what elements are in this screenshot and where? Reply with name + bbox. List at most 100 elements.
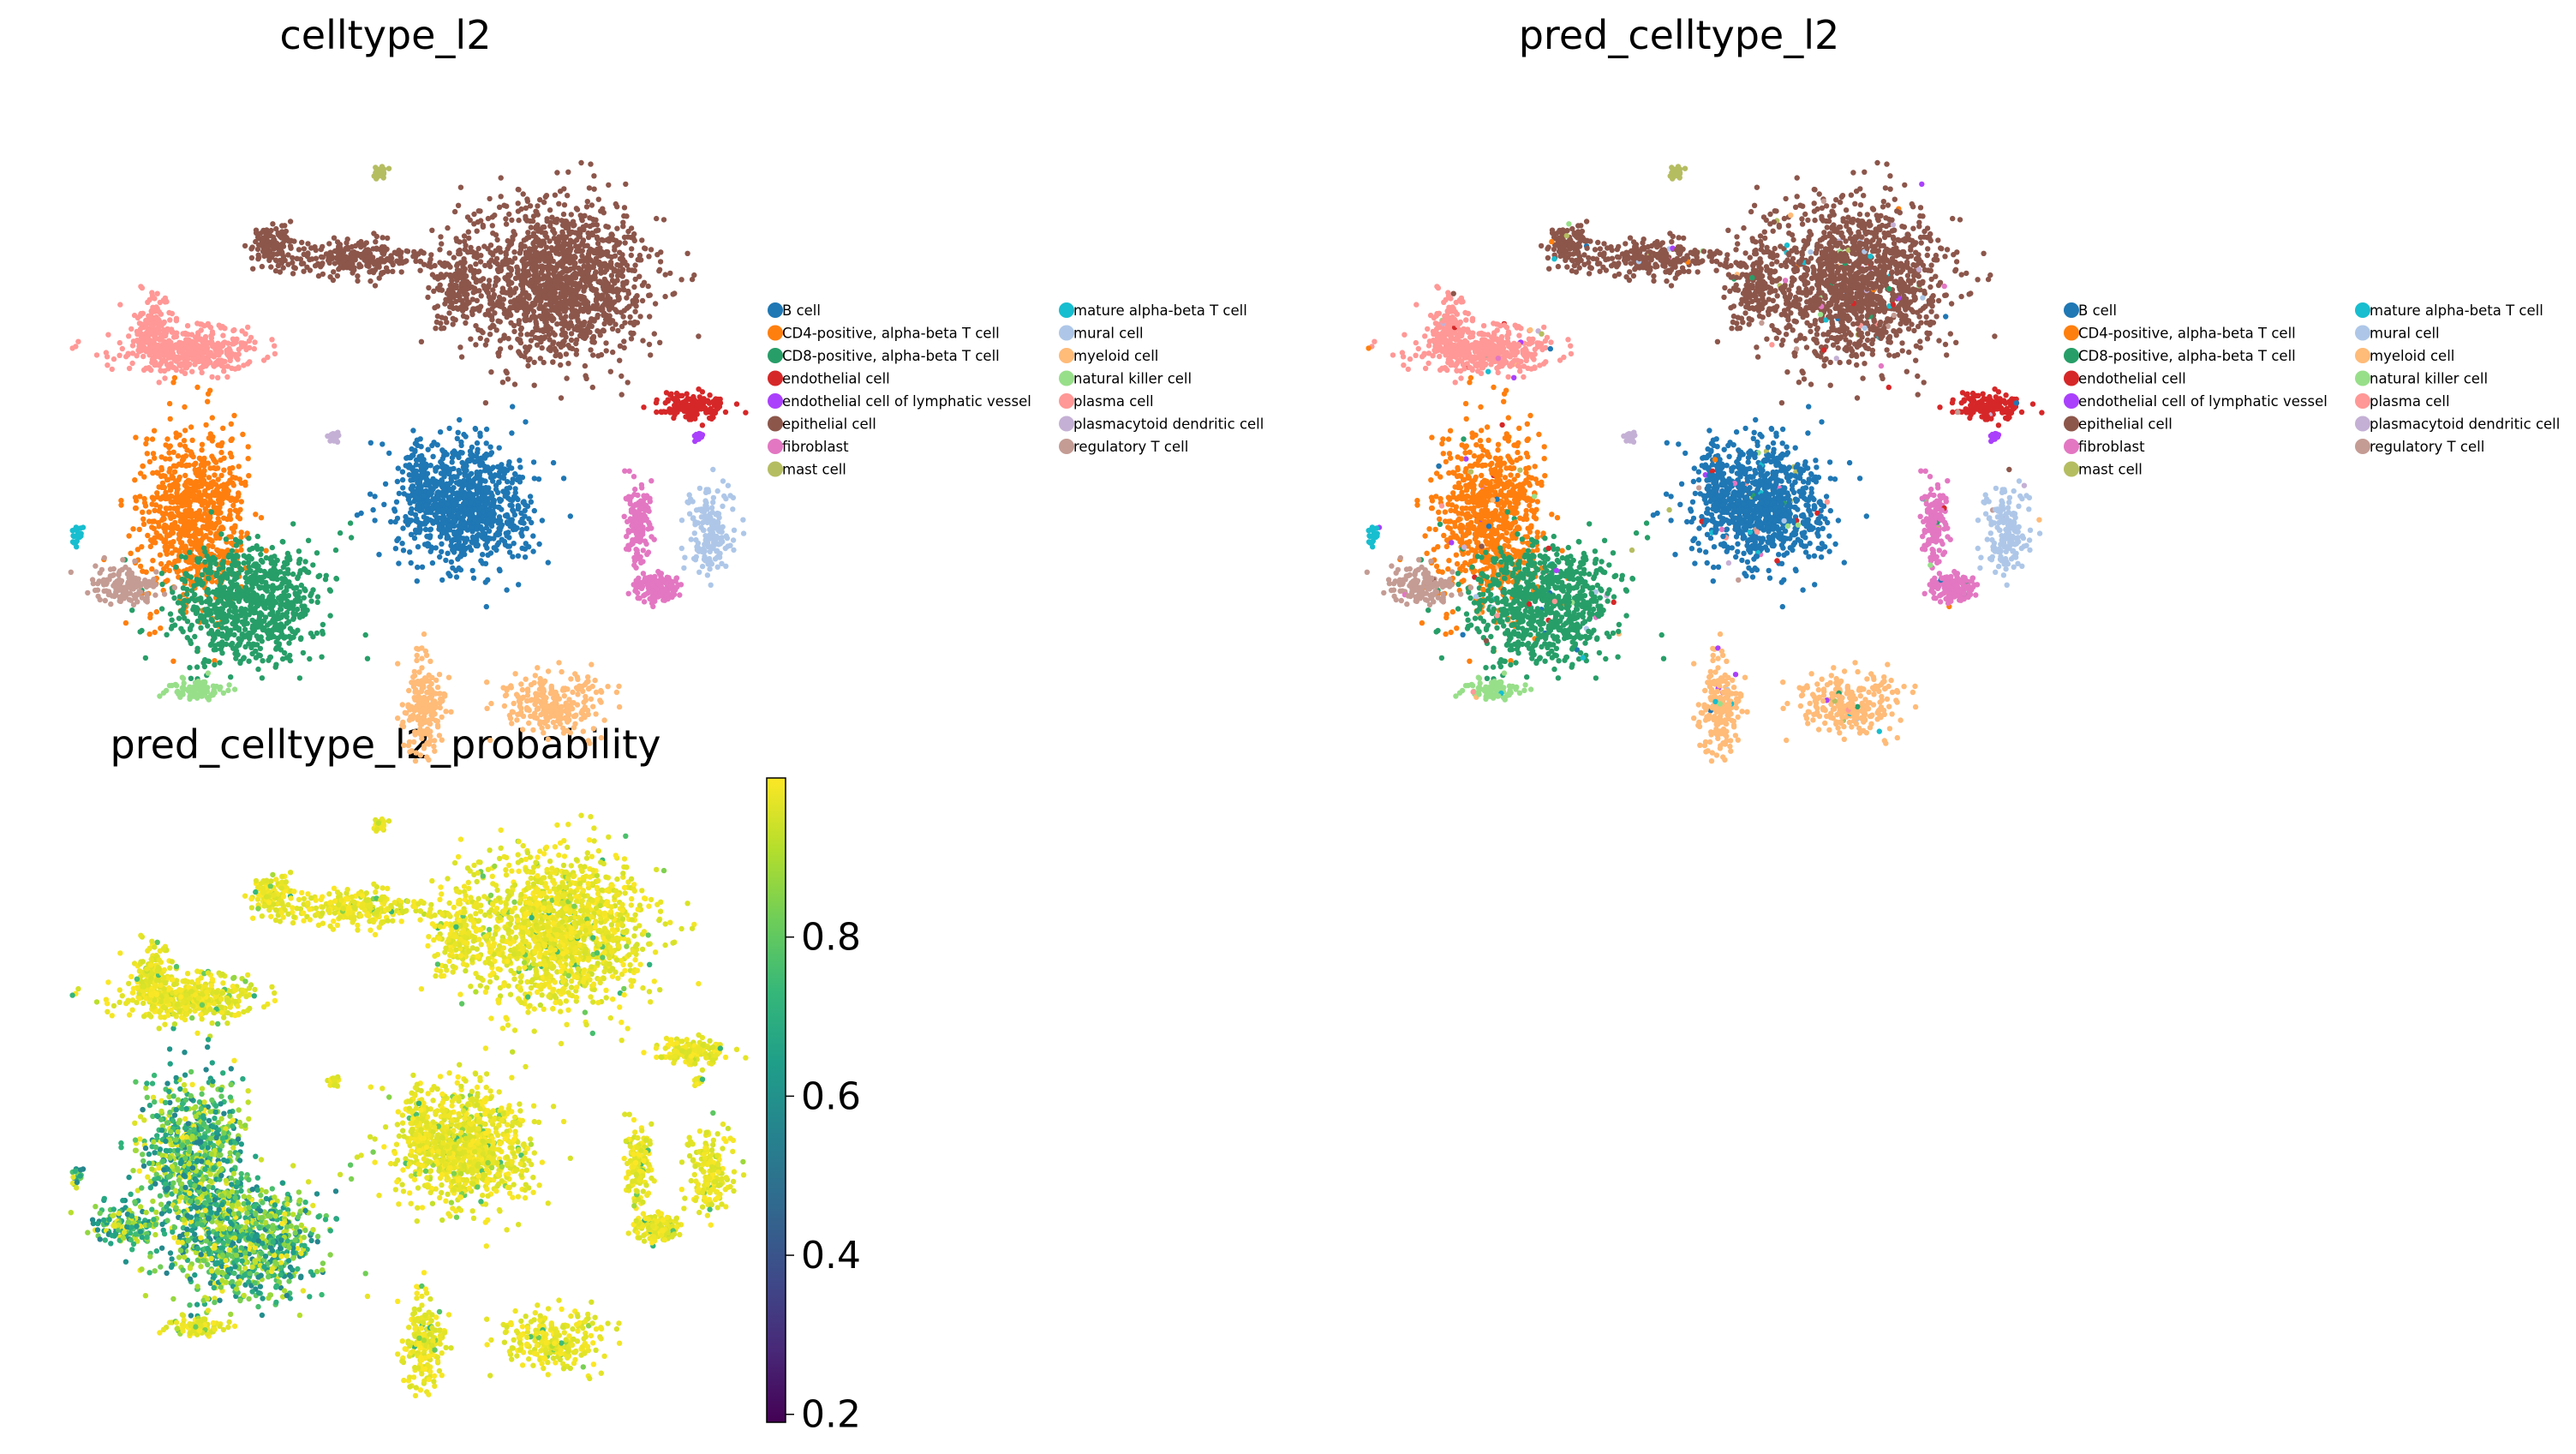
cell-point [284, 560, 290, 566]
cell-point [604, 236, 610, 243]
cell-point [426, 284, 432, 291]
cell-point [506, 496, 513, 503]
cell-point [272, 561, 278, 567]
cell-point [510, 404, 516, 410]
cell-point [182, 452, 189, 459]
cell-point [254, 546, 260, 552]
cell-point [247, 632, 253, 638]
cell-point [218, 500, 225, 506]
cell-point [531, 507, 537, 514]
cell-point [205, 658, 211, 664]
cell-point [547, 254, 553, 261]
cell-point [117, 339, 123, 346]
cell-point [164, 631, 170, 637]
cell-point [243, 346, 249, 353]
cell-point [220, 586, 226, 592]
cell-point [237, 565, 243, 571]
cell-point [291, 265, 297, 271]
cell-point [188, 675, 194, 681]
cell-point [149, 524, 155, 530]
cell-point [326, 241, 332, 247]
cell-point [238, 547, 244, 553]
cell-point [374, 260, 380, 266]
cell-point [166, 445, 172, 451]
cell-point [624, 213, 630, 219]
cell-point [574, 284, 580, 290]
cell-point [344, 236, 350, 242]
cell-point [415, 544, 421, 550]
cell-point [318, 246, 324, 253]
cell-point [302, 588, 308, 594]
cell-point [436, 287, 442, 293]
cell-point [539, 518, 546, 524]
cell-point [148, 367, 154, 374]
cell-point [594, 234, 601, 240]
cell-point [334, 272, 341, 279]
cell-point [487, 195, 493, 202]
cell-point [485, 552, 491, 558]
cell-point [505, 310, 511, 316]
cell-point [204, 342, 210, 348]
cell-point [218, 646, 224, 652]
cell-point [471, 254, 477, 260]
cell-point [499, 289, 505, 296]
cell-point [595, 246, 601, 253]
cell-point [480, 552, 486, 558]
cell-point [173, 430, 179, 436]
cell-point [647, 292, 653, 298]
cell-point [599, 236, 605, 242]
cell-point [615, 327, 621, 334]
cell-point [205, 606, 211, 613]
cell-point [495, 318, 501, 324]
cell-point [484, 338, 490, 344]
cell-point [515, 267, 521, 274]
cell-point [347, 520, 354, 526]
cell-point [242, 584, 248, 590]
cell-point [524, 332, 530, 338]
cell-point [439, 456, 445, 462]
cell-point [235, 510, 241, 516]
cell-point [506, 549, 513, 555]
cell-point [543, 314, 549, 320]
cell-point [547, 238, 553, 244]
cell-point [696, 333, 702, 339]
cell-point [512, 526, 519, 532]
cell-point [144, 318, 150, 324]
cell-point [181, 530, 187, 537]
cell-point [231, 631, 237, 638]
cell-point [569, 276, 575, 282]
cell-point [146, 518, 152, 524]
cell-point [483, 488, 489, 494]
cell-point [525, 280, 531, 287]
cell-point [487, 242, 494, 248]
cell-point [247, 587, 254, 593]
cell-point [199, 356, 206, 362]
cell-point [466, 492, 473, 498]
cell-point [552, 293, 558, 299]
cell-point [487, 444, 493, 450]
cell-point [436, 524, 443, 530]
cell-point [370, 506, 376, 513]
cell-point [490, 295, 497, 301]
cell-point [205, 322, 212, 328]
cell-point [437, 429, 444, 435]
cell-point [429, 272, 436, 278]
cell-point [554, 170, 560, 176]
cell-point [559, 332, 566, 338]
cell-point [194, 645, 200, 651]
cell-point [525, 230, 531, 236]
cell-point [509, 430, 515, 436]
cell-point [126, 533, 132, 539]
cell-point [260, 239, 266, 246]
cell-point [278, 614, 284, 620]
cell-point [158, 484, 165, 491]
cell-point [160, 327, 167, 333]
cell-point [475, 305, 481, 311]
cell-point [429, 227, 435, 233]
cell-point [417, 259, 424, 265]
cell-point [242, 634, 248, 640]
cell-point [242, 331, 248, 337]
cell-point [368, 440, 374, 446]
cell-point [170, 329, 176, 335]
cell-point [511, 381, 518, 387]
